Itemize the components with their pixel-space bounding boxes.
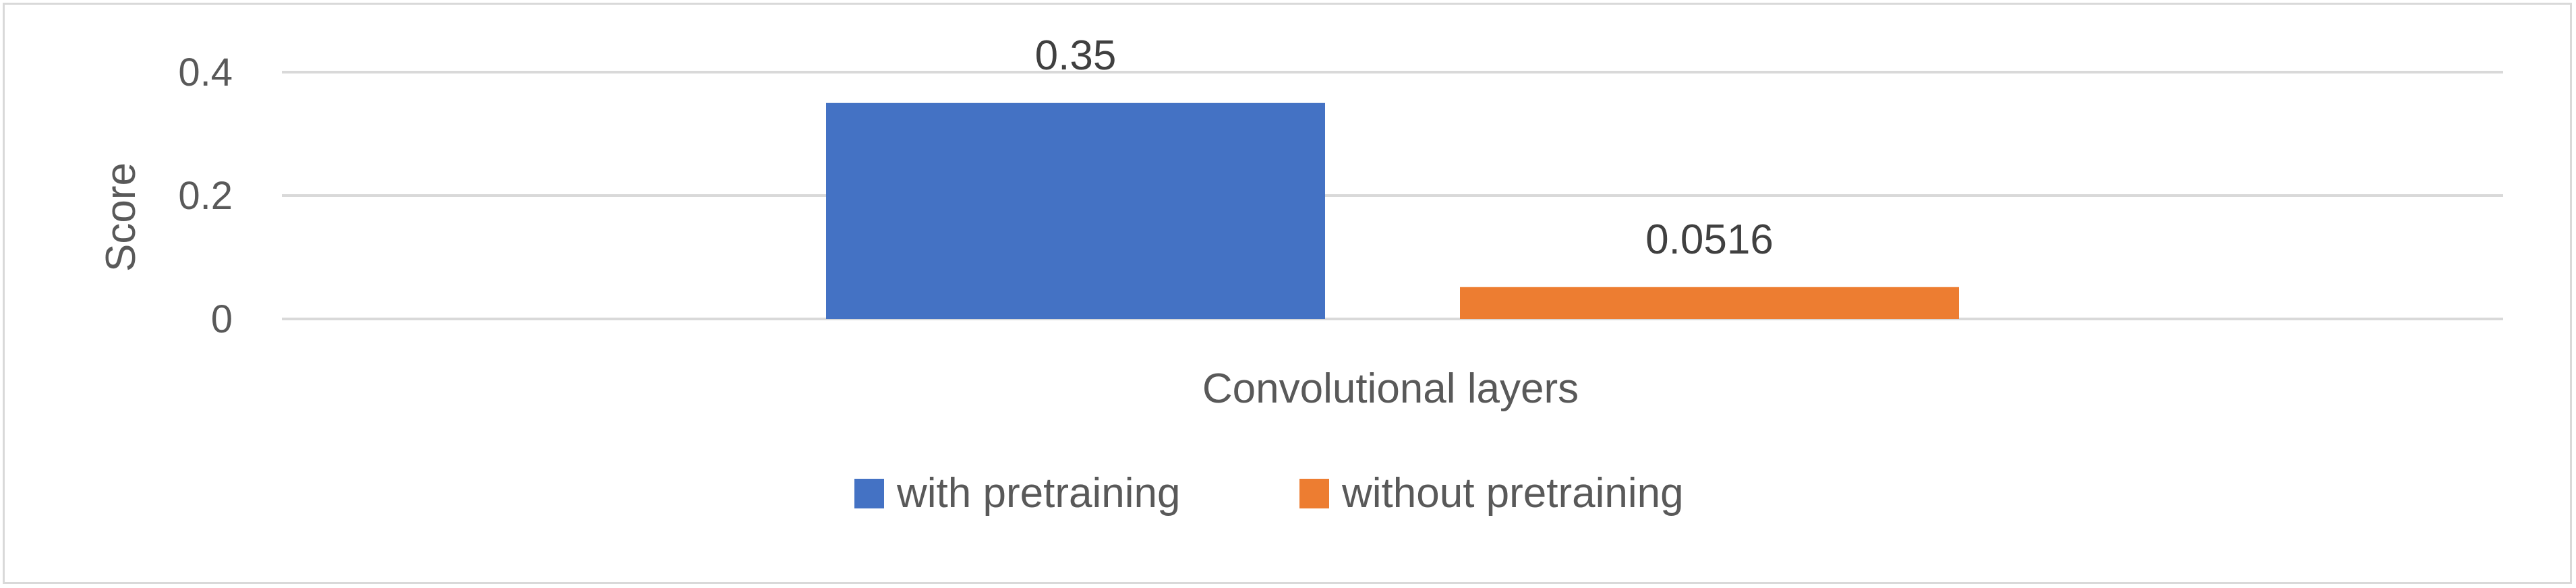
data-labels: 0.35 0.0516 [1035,32,1774,263]
y-axis-ticks: 0 0.2 0.4 [178,51,233,341]
y-axis-title: Score [98,163,144,272]
bars [826,102,1959,319]
data-label: 0.35 [1035,32,1117,79]
legend: with pretraining without pretraining [854,470,1684,517]
legend-swatch [1299,479,1329,508]
legend-label: without pretraining [1341,470,1684,517]
x-category-label: Convolutional layers [1202,365,1579,412]
bar-with-pretraining [826,102,1325,319]
y-tick-label: 0 [211,297,233,341]
data-label: 0.0516 [1645,216,1774,263]
y-tick-label: 0.4 [178,51,233,94]
legend-swatch [854,479,884,508]
bar-without-pretraining [1460,287,1959,319]
legend-label: with pretraining [896,470,1180,517]
gridlines [282,71,2503,320]
y-tick-label: 0.2 [178,174,233,218]
